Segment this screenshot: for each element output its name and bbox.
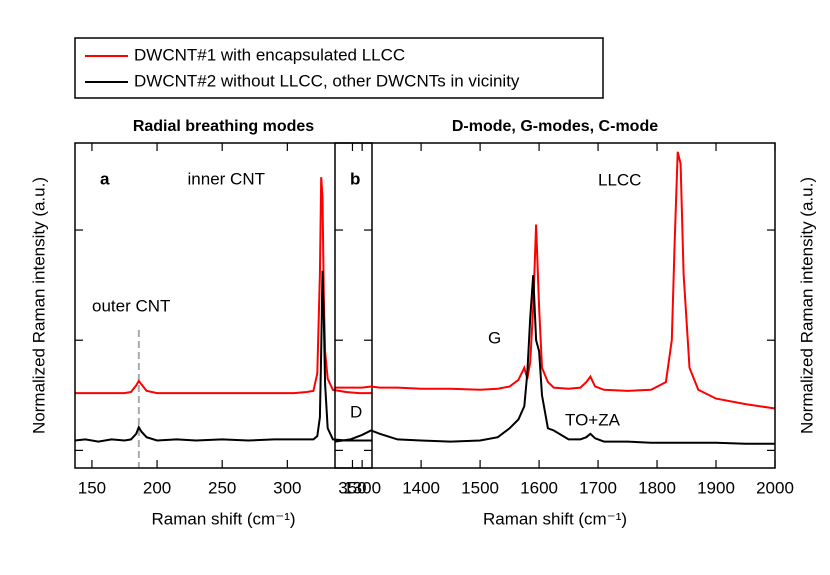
x-axis-label: Raman shift (cm⁻¹): [151, 509, 295, 528]
spectrum-line: [334, 275, 775, 445]
x-tick-label: 1500: [461, 478, 499, 497]
spectrum-line: [75, 177, 372, 395]
x-tick-label: 250: [208, 478, 236, 497]
legend-label: DWCNT#1 with encapsulated LLCC: [134, 45, 405, 64]
x-tick-label: 1300: [343, 478, 381, 497]
legend-box: [74, 37, 604, 99]
spectrum-line: [335, 151, 776, 410]
y-axis-label: Normalized Raman intensity (a.u.): [29, 177, 48, 434]
annotation: TO+ZA: [565, 410, 621, 429]
x-tick-label: 1900: [697, 478, 735, 497]
x-tick-label: 1400: [402, 478, 440, 497]
x-tick-label: 1600: [520, 478, 558, 497]
annotation: D: [350, 402, 362, 421]
plot-frame: [74, 142, 373, 469]
panel-title: D-mode, G-modes, C-mode: [452, 118, 658, 135]
x-tick-label: 1800: [638, 478, 676, 497]
y-axis-label: Normalized Raman intensity (a.u.): [797, 177, 816, 434]
annotation: G: [488, 328, 501, 347]
x-tick-label: 1700: [579, 478, 617, 497]
annotation: LLCC: [598, 170, 641, 189]
x-tick-label: 200: [143, 478, 171, 497]
annotation: b: [350, 169, 360, 188]
x-axis-label: Raman shift (cm⁻¹): [483, 509, 627, 528]
legend-label: DWCNT#2 without LLCC, other DWCNTs in vi…: [134, 71, 520, 90]
annotation: a: [100, 169, 110, 188]
plot-frame: [334, 142, 776, 469]
x-tick-label: 2000: [756, 478, 794, 497]
annotation: outer CNT: [92, 296, 170, 315]
x-tick-label: 300: [273, 478, 301, 497]
spectrum-line: [74, 270, 372, 443]
panel-title: Radial breathing modes: [133, 118, 314, 135]
x-tick-label: 150: [78, 478, 106, 497]
x-tick-label: 350: [338, 478, 366, 497]
annotation: inner CNT: [188, 169, 265, 188]
